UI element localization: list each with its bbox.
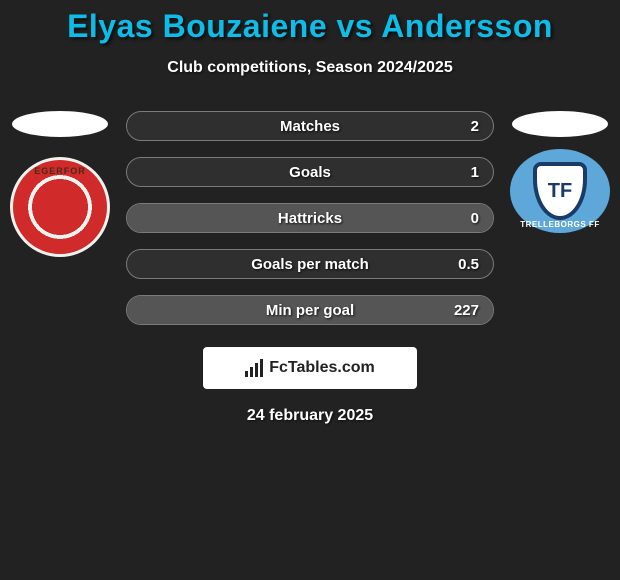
stat-value-right: 0	[471, 210, 479, 227]
stat-row: Hattricks0	[126, 203, 494, 233]
comparison-card: Elyas Bouzaiene vs Andersson Club compet…	[0, 0, 620, 425]
right-crest-letters: TF	[533, 162, 587, 220]
stat-row: Min per goal227	[126, 295, 494, 325]
stat-value-right: 0.5	[458, 256, 479, 273]
left-team-crest: EGERFOR	[10, 157, 110, 257]
stats-column: Matches2Goals1Hattricks0Goals per match0…	[112, 111, 508, 341]
stat-label: Min per goal	[127, 302, 493, 319]
stat-value-right: 1	[471, 164, 479, 181]
stat-row: Goals1	[126, 157, 494, 187]
stat-label: Goals per match	[127, 256, 493, 273]
stat-label: Goals	[127, 164, 493, 181]
brand-name: FcTables.com	[269, 359, 375, 377]
right-column: TF TRELLEBORGS FF	[508, 111, 612, 233]
main-row: EGERFOR Matches2 Goals1 Hattricks0 Goals pe…	[0, 111, 620, 341]
right-player-oval	[512, 111, 608, 137]
subtitle: Club competitions, Season 2024/2025	[0, 59, 620, 77]
left-column: EGERFOR	[8, 111, 112, 257]
page-title: Elyas Bouzaiene vs Andersson	[0, 8, 620, 45]
date-label: 24 february 2025	[0, 407, 620, 425]
stat-value-right: 227	[454, 302, 479, 319]
brand-logo[interactable]: FcTables.com	[203, 347, 417, 389]
chart-icon	[245, 359, 263, 377]
left-crest-label: EGERFOR	[13, 166, 107, 176]
left-player-oval	[12, 111, 108, 137]
stat-label: Hattricks	[127, 210, 493, 227]
right-team-crest: TF TRELLEBORGS FF	[510, 149, 610, 233]
right-crest-wrap: TF TRELLEBORGS FF	[510, 149, 610, 233]
stat-label: Matches	[127, 118, 493, 135]
stat-row: Matches2	[126, 111, 494, 141]
stat-value-right: 2	[471, 118, 479, 135]
stat-row: Goals per match0.5	[126, 249, 494, 279]
right-crest-label: TRELLEBORGS FF	[510, 220, 610, 229]
